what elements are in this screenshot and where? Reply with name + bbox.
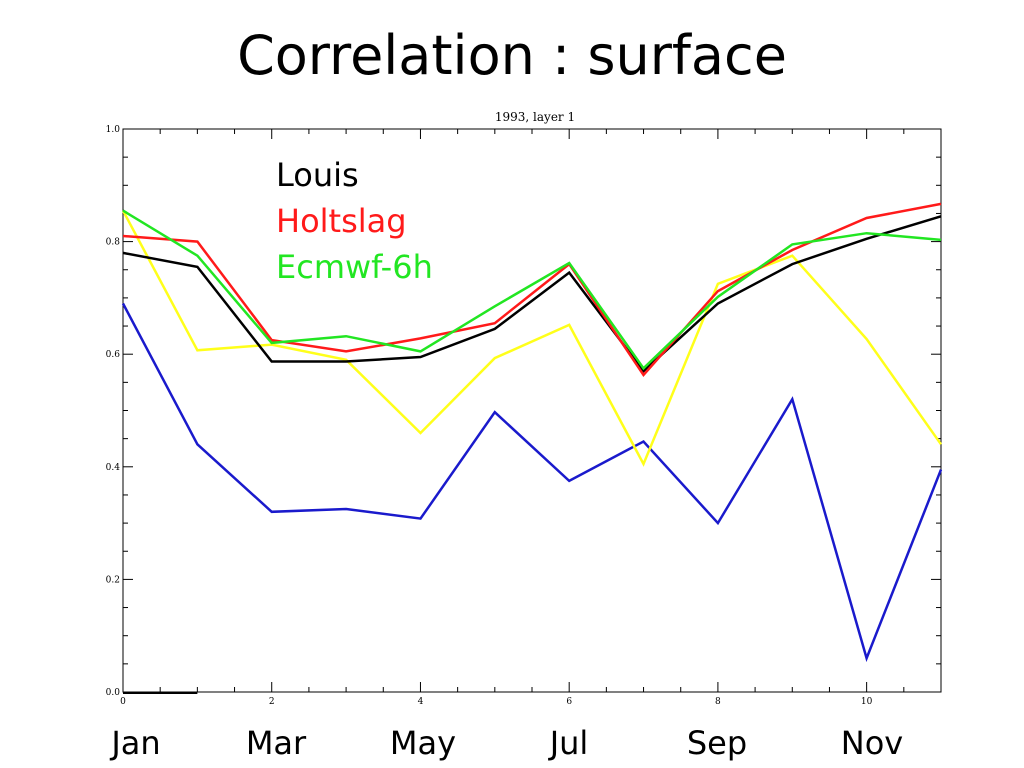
month-label-jan: Jan bbox=[111, 724, 161, 762]
legend: Louis Holtslag Ecmwf-6h bbox=[276, 156, 433, 286]
legend-label-ecmwf-6h: Ecmwf-6h bbox=[276, 248, 433, 286]
slide-title: Correlation : surface bbox=[237, 24, 787, 87]
tick-labels: 0.0 0.2 0.4 0.6 0.8 1.0 0 2 4 6 8 10 bbox=[106, 125, 873, 707]
y-tick-label: 0.0 bbox=[106, 688, 121, 698]
legend-label-holtslag: Holtslag bbox=[276, 202, 407, 240]
series-line-unlabeled-3 bbox=[121, 210, 943, 467]
series-line-louis bbox=[122, 215, 942, 373]
axis-ticks bbox=[122, 128, 942, 694]
plot-panel: 1993, layer 1 0.0 0.2 0.4 0.6 0.8 1.0 0 2 4 6 8 10 … bbox=[68, 108, 960, 724]
plot-frame bbox=[122, 128, 942, 693]
series-line-ecmwf-6h bbox=[122, 209, 942, 371]
x-tick-label: 8 bbox=[715, 697, 721, 707]
legend-label-louis: Louis bbox=[276, 156, 359, 194]
month-label-mar: Mar bbox=[245, 724, 307, 762]
series-line-holtslag bbox=[122, 202, 942, 378]
series-line-unlabeled-4 bbox=[121, 302, 943, 663]
month-label-sep: Sep bbox=[686, 724, 748, 762]
y-tick-label: 1.0 bbox=[106, 125, 121, 135]
x-tick-label: 2 bbox=[269, 697, 275, 707]
y-tick-label: 0.8 bbox=[106, 238, 121, 248]
series-lines bbox=[121, 202, 943, 663]
line-chart: 1993, layer 1 0.00.20.40.60.81.00 2 4 6 8 10 … bbox=[106, 110, 943, 707]
plot-title: 1993, layer 1 bbox=[495, 110, 575, 124]
month-label-may: May bbox=[389, 724, 457, 762]
x-tick-label: 4 bbox=[418, 697, 424, 707]
y-tick-label: 0.6 bbox=[106, 350, 121, 360]
y-tick-label: 0.4 bbox=[106, 463, 121, 473]
x-tick-label: 6 bbox=[566, 697, 572, 707]
month-label-nov: Nov bbox=[840, 724, 904, 762]
x-tick-label: 10 bbox=[861, 697, 873, 707]
y-tick-label: 0.2 bbox=[106, 575, 120, 585]
x-tick-label: 0 bbox=[120, 697, 126, 707]
month-label-jul: Jul bbox=[549, 724, 589, 762]
